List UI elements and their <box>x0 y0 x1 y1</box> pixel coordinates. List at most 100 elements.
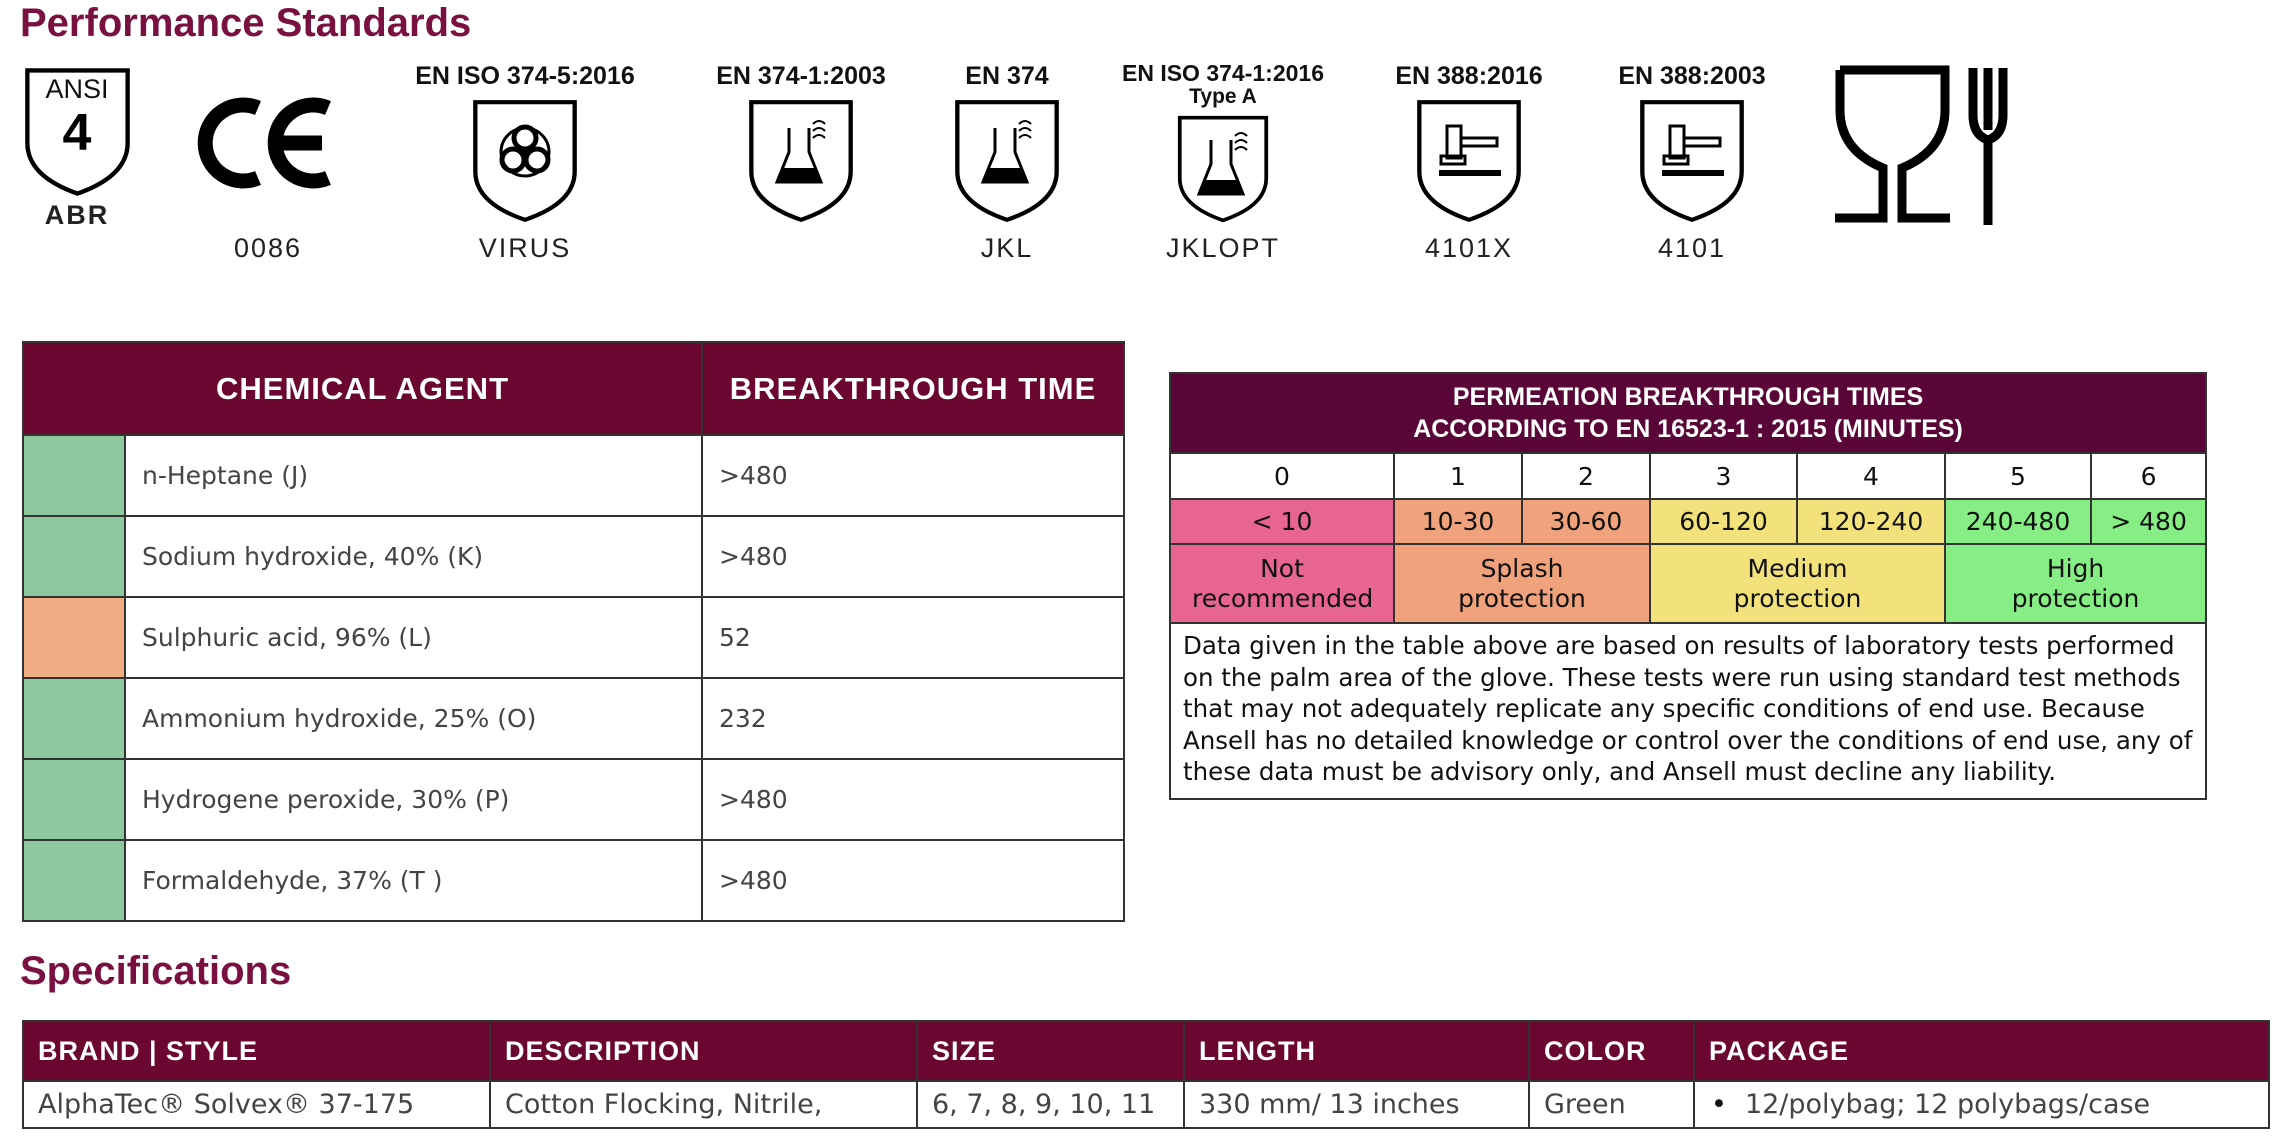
standard-code: 0086 <box>234 233 302 260</box>
level-cell: 0 <box>1169 452 1395 500</box>
title-line: PERMEATION BREAKTHROUGH TIMES <box>1452 383 1924 411</box>
spec-value: 12/polybag; 12 polybags/case <box>1744 1089 2151 1120</box>
standard-code: ABR <box>45 200 110 230</box>
agent-cell: Ammonium hydroxide, 25% (O) <box>124 677 703 760</box>
note-row: Data given in the table above are based … <box>1168 622 2208 800</box>
level-cell: 2 <box>1521 452 1651 500</box>
table-row: AlphaTec® Solvex® 37-175 Cotton Flocking,… <box>22 1080 2270 1129</box>
range-cell: 120-240 <box>1796 498 1946 545</box>
range-cell: 240-480 <box>1944 498 2092 545</box>
standards-icons: ANSI 4 ABR 0086 EN ISO 374-5:2016 VIRUS … <box>0 60 2008 260</box>
shield <box>751 102 850 220</box>
chemical-table: CHEMICAL AGENT BREAKTHROUGH TIME n-Hepta… <box>22 341 1125 922</box>
title-cell: PERMEATION BREAKTHROUGH TIMES ACCORDING … <box>1168 372 2208 454</box>
shield <box>1419 102 1518 220</box>
title-row: PERMEATION BREAKTHROUGH TIMES ACCORDING … <box>1168 372 2208 454</box>
time-cell: >480 <box>701 515 1125 598</box>
header-cell: SIZE <box>916 1020 1185 1082</box>
header-cell: DESCRIPTION <box>489 1020 918 1082</box>
level-cell: 4 <box>1796 452 1946 500</box>
standard-label: EN 374 <box>965 62 1048 90</box>
title-line: ACCORDING TO EN 16523-1 : 2015 (MINUTES) <box>1413 415 1963 443</box>
standard-sublabel: Type A <box>1189 85 1257 108</box>
class-label: Splash protection <box>1458 553 1586 613</box>
range-cell: > 480 <box>2089 498 2208 545</box>
header-cell: LENGTH <box>1183 1020 1530 1082</box>
range-cell: < 10 <box>1169 498 1395 545</box>
standard-label: EN 388:2003 <box>1618 62 1765 90</box>
standard-label: EN 388:2016 <box>1395 62 1542 90</box>
time-cell: 232 <box>701 677 1125 760</box>
section-title: Specifications <box>20 949 292 993</box>
spec-cell: 6, 7, 8, 9, 10, 11 <box>916 1080 1185 1129</box>
standard-code: 4101X <box>1425 233 1513 260</box>
spec-cell: • 12/polybag; 12 polybags/case <box>1693 1080 2270 1129</box>
level-swatch <box>22 758 126 841</box>
spec-cell: 330 mm/ 13 inches <box>1183 1080 1530 1129</box>
level-swatch <box>22 515 126 598</box>
agent-cell: Sodium hydroxide, 40% (K) <box>124 515 703 598</box>
level-swatch <box>22 596 126 679</box>
standard-label: EN ISO 374-5:2016 <box>415 62 635 90</box>
class-cell: Not recommended <box>1169 543 1395 624</box>
shield <box>1177 115 1269 223</box>
class-cell: High protection <box>1943 543 2208 624</box>
header-cell: COLOR <box>1528 1020 1695 1082</box>
level-cell: 1 <box>1393 452 1523 500</box>
level-cell: 3 <box>1649 452 1798 500</box>
standard-label: EN ISO 374-1:2016 <box>1122 60 1324 86</box>
level-swatch <box>22 839 126 922</box>
bullet: • <box>1711 1089 1727 1120</box>
standard-code: VIRUS <box>479 233 572 260</box>
table-row: Sodium hydroxide, 40% (K) >480 <box>22 515 1125 598</box>
food-safe-icon <box>1835 65 2008 225</box>
time-cell: >480 <box>701 434 1125 517</box>
class-row: Not recommended Splash protection Medium p… <box>1169 543 2208 624</box>
note-cell: Data given in the table above are based … <box>1168 622 2208 800</box>
standard-label: EN 374-1:2003 <box>716 62 886 90</box>
range-row: < 10 10-30 30-60 60-120 120-240 240-480 > 480 <box>1169 498 2208 545</box>
agent-cell: Sulphuric acid, 96% (L) <box>124 596 703 679</box>
header-row: CHEMICAL AGENT BREAKTHROUGH TIME <box>22 341 1125 436</box>
section-title: Performance Standards <box>20 1 472 45</box>
range-cell: 60-120 <box>1649 498 1798 545</box>
class-label: Medium protection <box>1733 553 1862 613</box>
permeation-table: PERMEATION BREAKTHROUGH TIMES ACCORDING … <box>1168 372 2208 800</box>
class-label: High protection <box>2011 553 2140 613</box>
shield <box>1642 102 1741 220</box>
table-row: Sulphuric acid, 96% (L) 52 <box>22 596 1125 679</box>
standard-code: JKL <box>981 233 1034 260</box>
spec-cell: AlphaTec® Solvex® 37-175 <box>22 1080 491 1129</box>
spec-cell: Cotton Flocking, Nitrile, <box>489 1080 918 1129</box>
table-row: Ammonium hydroxide, 25% (O) 232 <box>22 677 1125 760</box>
specifications-table: BRAND | STYLE DESCRIPTION SIZE LENGTH COLOR P… <box>22 1020 2270 1129</box>
time-cell: 52 <box>701 596 1125 679</box>
header-cell: PACKAGE <box>1693 1020 2270 1082</box>
standard-grade: 4 <box>63 104 92 162</box>
class-cell: Splash protection <box>1393 543 1651 624</box>
agent-cell: n-Heptane (J) <box>124 434 703 517</box>
ce-mark <box>197 97 331 189</box>
header-cell: CHEMICAL AGENT <box>22 341 703 436</box>
header-cell: BREAKTHROUGH TIME <box>701 341 1125 436</box>
header-row: BRAND | STYLE DESCRIPTION SIZE LENGTH COLOR P… <box>22 1020 2270 1082</box>
standard-code: JKLOPT <box>1166 233 1280 260</box>
standard-label: ANSI <box>45 74 108 104</box>
standard-code: 4101 <box>1658 233 1726 260</box>
table-row: Hydrogene peroxide, 30% (P) >480 <box>22 758 1125 841</box>
permeation-table-body: PERMEATION BREAKTHROUGH TIMES ACCORDING … <box>1168 372 2208 800</box>
level-swatch <box>22 434 126 517</box>
spec-cell: Green <box>1528 1080 1695 1129</box>
specifications-table-body: BRAND | STYLE DESCRIPTION SIZE LENGTH COLOR P… <box>22 1020 2270 1129</box>
level-swatch <box>22 677 126 760</box>
biohazard-icon <box>499 124 551 178</box>
time-cell: >480 <box>701 839 1125 922</box>
level-cell: 5 <box>1944 452 2092 500</box>
shield <box>957 102 1056 220</box>
range-cell: 10-30 <box>1393 498 1523 545</box>
range-cell: 30-60 <box>1521 498 1651 545</box>
agent-cell: Hydrogene peroxide, 30% (P) <box>124 758 703 841</box>
